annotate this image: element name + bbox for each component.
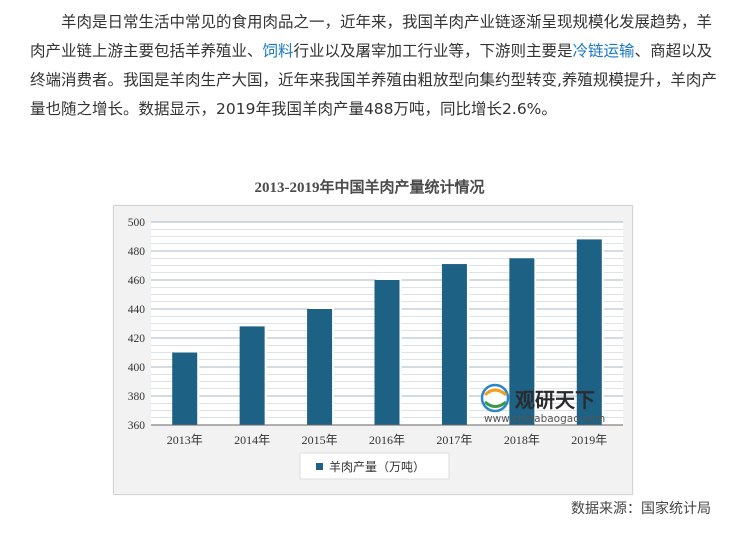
bar-chart: 360 380 400 420 440 460 480 500 2013年 2014年 2015年 2…	[128, 217, 623, 480]
bar	[172, 352, 198, 425]
bar	[374, 280, 400, 425]
data-source: 数据来源：国家统计局	[571, 501, 711, 517]
y-tick-label: 480	[128, 246, 146, 258]
article-text-3: 、商超以及终端消费者。我国是羊肉生产大国，近年来我国羊养殖由粗放型向集约型转变,…	[30, 42, 717, 118]
y-tick-label: 460	[128, 275, 146, 287]
x-tick-label: 2015年	[302, 433, 338, 447]
x-tick-label: 2017年	[436, 433, 472, 447]
y-tick-label: 500	[128, 217, 146, 229]
y-tick-label: 420	[128, 333, 146, 345]
y-tick-label: 400	[128, 362, 146, 374]
bar	[307, 309, 333, 425]
watermark-brand: 观研天下	[515, 388, 595, 412]
watermark-url: www.chinabaogao.com	[484, 413, 605, 425]
legend-label: 羊肉产量（万吨）	[329, 459, 425, 474]
watermark: 观研天下 www.chinabaogao.com	[480, 383, 605, 425]
bar	[576, 239, 602, 425]
x-tick-label: 2018年	[504, 433, 540, 447]
link-cold-chain[interactable]: 冷链运输	[572, 42, 635, 60]
watermark-logo-icon	[480, 383, 510, 413]
article-text-2: 行业以及屠宰加工行业等，下游则主要是	[293, 42, 573, 60]
link-feed[interactable]: 饲料	[262, 42, 294, 60]
bar	[239, 326, 265, 425]
chart-title: 2013-2019年中国羊肉产量统计情况	[254, 180, 485, 196]
x-tick-label: 2019年	[571, 433, 607, 447]
y-tick-label: 360	[128, 420, 146, 432]
x-tick-label: 2016年	[369, 433, 405, 447]
article-paragraph: 羊肉是日常生活中常见的食用肉品之一，近年来，我国羊肉产业链逐渐呈现规模化发展趋势…	[30, 8, 720, 124]
y-tick-label: 440	[128, 304, 146, 316]
legend: 羊肉产量（万吨）	[299, 452, 450, 480]
x-tick-label: 2013年	[167, 433, 203, 447]
x-tick-label: 2014年	[234, 433, 270, 447]
legend-swatch	[316, 463, 323, 470]
bar	[509, 258, 535, 425]
y-tick-label: 380	[128, 391, 146, 403]
article-text-1: 羊肉是日常生活中常见的食用肉品之一，近年来，我国羊肉产业链逐渐呈现规模化发展趋势…	[30, 13, 713, 60]
bar	[441, 264, 467, 425]
